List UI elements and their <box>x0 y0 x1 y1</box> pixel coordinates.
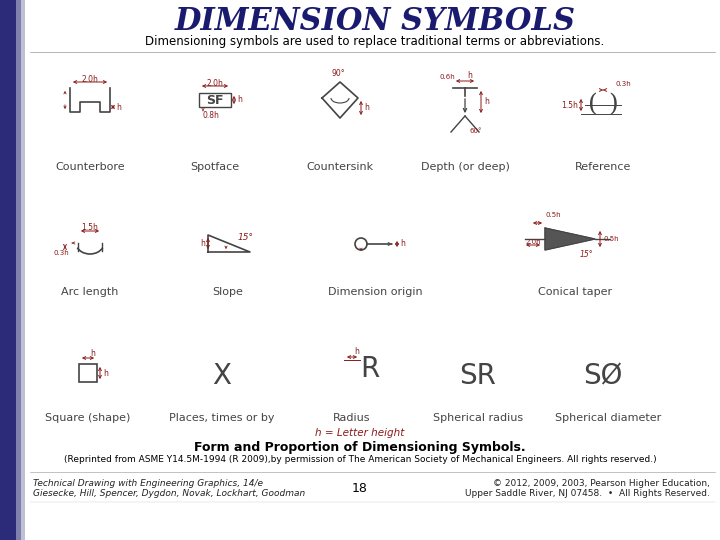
Text: Conical taper: Conical taper <box>538 287 612 297</box>
Text: Giesecke, Hill, Spencer, Dygdon, Novak, Lockhart, Goodman: Giesecke, Hill, Spencer, Dygdon, Novak, … <box>33 489 305 497</box>
Text: X: X <box>212 362 232 390</box>
Text: DIMENSION SYMBOLS: DIMENSION SYMBOLS <box>174 6 575 37</box>
Text: 1.5h: 1.5h <box>81 224 99 233</box>
Text: 2.0h: 2.0h <box>525 239 541 245</box>
Text: 0.3h: 0.3h <box>53 250 68 256</box>
Text: 90°: 90° <box>331 69 345 78</box>
Text: Radius: Radius <box>333 413 371 423</box>
Text: h: h <box>200 239 205 248</box>
Polygon shape <box>545 228 595 250</box>
Text: h: h <box>103 368 108 377</box>
Text: Counterbore: Counterbore <box>55 162 125 172</box>
Text: SF: SF <box>206 93 224 106</box>
Text: Spherical diameter: Spherical diameter <box>555 413 661 423</box>
Text: 2.0h: 2.0h <box>207 78 223 87</box>
Text: 18: 18 <box>352 482 368 495</box>
Text: Dimension origin: Dimension origin <box>328 287 423 297</box>
Text: Spotface: Spotface <box>190 162 240 172</box>
Text: R: R <box>360 355 379 383</box>
Text: 0.5h: 0.5h <box>545 212 561 218</box>
Text: Upper Saddle River, NJ 07458.  •  All Rights Reserved.: Upper Saddle River, NJ 07458. • All Righ… <box>465 489 710 497</box>
Text: (Reprinted from ASME Y14.5M-1994 (R 2009),by permission of The American Society : (Reprinted from ASME Y14.5M-1994 (R 2009… <box>63 456 657 464</box>
Text: Form and Proportion of Dimensioning Symbols.: Form and Proportion of Dimensioning Symb… <box>194 442 526 455</box>
Text: Dimensioning symbols are used to replace traditional terms or abbreviations.: Dimensioning symbols are used to replace… <box>145 36 605 49</box>
Text: Depth (or deep): Depth (or deep) <box>420 162 510 172</box>
Text: Technical Drawing with Engineering Graphics, 14/e: Technical Drawing with Engineering Graph… <box>33 478 263 488</box>
Bar <box>21 0 25 540</box>
Text: 15°: 15° <box>580 250 593 259</box>
Text: SR: SR <box>459 362 496 390</box>
Bar <box>199 93 231 107</box>
Text: h: h <box>354 347 359 356</box>
Bar <box>0 0 16 540</box>
Text: Reference: Reference <box>575 162 631 172</box>
Text: h: h <box>364 104 369 112</box>
Text: SØ: SØ <box>583 362 623 390</box>
Text: 0.5h: 0.5h <box>603 236 618 242</box>
Text: Spherical radius: Spherical radius <box>433 413 523 423</box>
Text: h = Letter height: h = Letter height <box>315 428 405 438</box>
Text: h: h <box>484 98 489 106</box>
Text: h: h <box>400 240 405 248</box>
Text: 60°: 60° <box>470 128 482 134</box>
Text: 1.5h: 1.5h <box>561 100 578 110</box>
Text: 2.0h: 2.0h <box>81 75 99 84</box>
Text: Square (shape): Square (shape) <box>45 413 131 423</box>
Bar <box>79 364 97 382</box>
Text: h: h <box>237 96 242 105</box>
Text: h: h <box>467 71 472 80</box>
Text: 0.8h: 0.8h <box>202 111 220 120</box>
Text: 0.6h: 0.6h <box>439 74 455 80</box>
Text: 15°: 15° <box>238 233 254 242</box>
Text: Slope: Slope <box>212 287 243 297</box>
Bar <box>16 0 21 540</box>
Text: ): ) <box>608 93 618 117</box>
Text: Places, times or by: Places, times or by <box>169 413 275 423</box>
Text: © 2012, 2009, 2003, Pearson Higher Education,: © 2012, 2009, 2003, Pearson Higher Educa… <box>493 478 710 488</box>
Text: 0.3h: 0.3h <box>615 81 631 87</box>
Text: h: h <box>90 349 95 358</box>
Text: h: h <box>116 103 121 111</box>
Text: Countersink: Countersink <box>307 162 374 172</box>
Text: (: ( <box>588 93 598 117</box>
Text: Arc length: Arc length <box>61 287 119 297</box>
